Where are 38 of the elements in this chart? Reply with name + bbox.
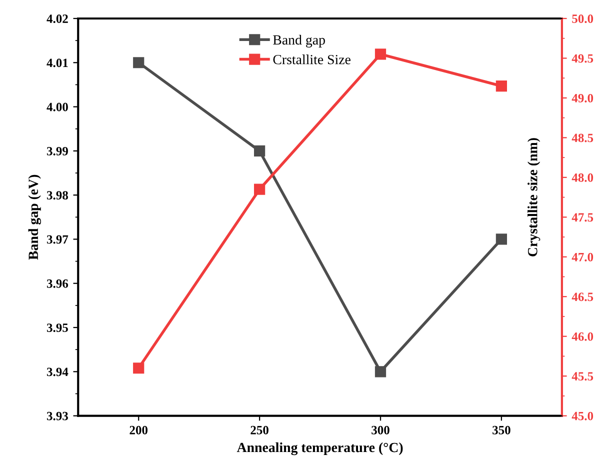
y-tick-label: 3.97 bbox=[47, 235, 68, 244]
point bbox=[133, 362, 144, 374]
x-tick-label: 200 bbox=[130, 426, 148, 434]
y2-tick-label: 47.5 bbox=[572, 213, 594, 222]
x-axis-title: Annealing temperature (°C) bbox=[236, 442, 403, 456]
y-tick-label: 4.01 bbox=[46, 58, 68, 68]
legend-label: Band gap bbox=[273, 34, 325, 48]
point bbox=[496, 80, 508, 92]
y2-tick-label: 45.0 bbox=[572, 412, 594, 420]
y2-tick-label: 50.0 bbox=[572, 14, 594, 23]
y-tick-label: 3.94 bbox=[47, 368, 68, 376]
point bbox=[374, 48, 386, 60]
y-tick-label: 3.93 bbox=[47, 412, 68, 420]
x-tick-label: 350 bbox=[492, 426, 510, 434]
y2-tick-label: 47.0 bbox=[572, 252, 594, 262]
point bbox=[133, 57, 144, 68]
y-tick-label: 4.02 bbox=[46, 14, 68, 23]
y2-tick-label: 49.5 bbox=[572, 54, 594, 63]
y-tick-label: 3.98 bbox=[47, 191, 68, 200]
y2-tick-label: 46.0 bbox=[572, 332, 594, 341]
point bbox=[254, 184, 266, 195]
y-tick-label: 3.95 bbox=[47, 324, 68, 332]
y2-tick-label: 49.0 bbox=[572, 94, 594, 102]
y-tick-label: 4.00 bbox=[46, 102, 68, 112]
x-tick-label: 250 bbox=[250, 426, 268, 434]
y-tick-label: 3.99 bbox=[47, 146, 68, 156]
y2-tick-label: 48.0 bbox=[572, 173, 594, 182]
x-tick-label: 300 bbox=[372, 426, 390, 434]
legend-label: Crstallite Size bbox=[273, 54, 350, 64]
y-tick-label: 3.96 bbox=[47, 279, 68, 288]
point bbox=[254, 145, 266, 156]
point bbox=[496, 234, 508, 245]
y2-axis-title: Crystallite size (nm) bbox=[528, 138, 540, 256]
y-axis-title: Band gap (eV) bbox=[28, 174, 41, 260]
y2-tick-label: 46.5 bbox=[572, 292, 594, 302]
y2-tick-label: 48.5 bbox=[572, 134, 594, 142]
point bbox=[374, 366, 386, 378]
y2-tick-label: 45.5 bbox=[572, 372, 594, 381]
